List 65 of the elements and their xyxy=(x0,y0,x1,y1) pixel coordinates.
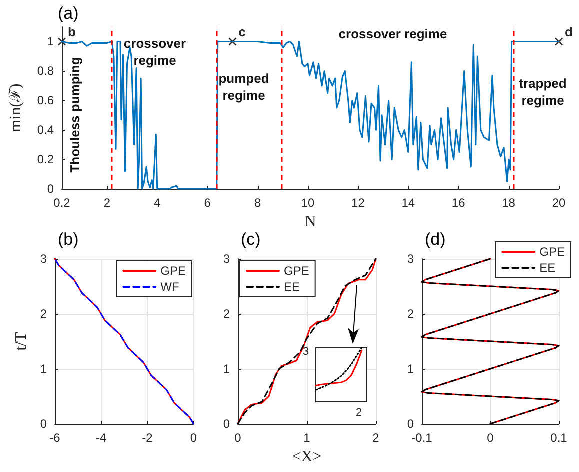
legend-label: EE xyxy=(284,280,300,294)
y-tick-label: 0 xyxy=(407,417,414,431)
legend-label: EE xyxy=(540,261,556,275)
y-tick-label: 0 xyxy=(223,417,230,431)
y-tick-label: 1 xyxy=(47,34,54,49)
y-tick-label: 0 xyxy=(40,417,48,431)
y-tick-label: 2 xyxy=(223,307,230,321)
y-tick-label: 1 xyxy=(40,362,48,376)
annotation: 2 xyxy=(356,407,362,419)
annotation: b xyxy=(68,24,76,40)
x-tick-label: -4 xyxy=(96,431,107,445)
chart-title: (b) xyxy=(58,230,79,249)
legend-label: GPE xyxy=(160,264,186,278)
y-tick-label: 2 xyxy=(407,307,414,321)
x-tick-label: -6 xyxy=(50,431,61,445)
line-series xyxy=(237,258,377,425)
y-tick-label: 0.8 xyxy=(37,64,54,78)
chart-title: (c) xyxy=(241,230,261,249)
chart-title: (d) xyxy=(425,230,446,249)
legend-label: WF xyxy=(160,280,180,294)
annotation: d xyxy=(565,24,573,40)
x-axis-title: <X> xyxy=(292,448,322,466)
x-tick-label: 0 xyxy=(487,431,494,445)
y-tick-label: 0.4 xyxy=(37,123,54,138)
y-tick-label: 3 xyxy=(223,252,230,266)
y-tick-label: 3 xyxy=(407,252,414,266)
x-tick-label: 2 xyxy=(372,431,380,445)
x-tick-label: 14 xyxy=(402,196,416,210)
annotation: 3 xyxy=(302,346,310,358)
x-tick-label: -0.1 xyxy=(412,431,433,445)
chart-title: (a) xyxy=(58,4,79,23)
y-tick-label: 2 xyxy=(40,307,48,321)
line-series xyxy=(421,258,560,425)
line-series xyxy=(54,258,194,425)
y-tick-label: 1 xyxy=(223,362,230,376)
annotation: c xyxy=(238,24,246,40)
y-tick-label: 1 xyxy=(407,362,414,376)
x-tick-label: 10 xyxy=(301,196,315,210)
y-tick-label: 0.2 xyxy=(37,152,54,167)
y-axis-title: t/T xyxy=(12,332,30,351)
x-tick-label: 0 xyxy=(234,431,242,445)
x-tick-label: 2 xyxy=(104,196,111,210)
x-tick-label: 6 xyxy=(204,196,212,210)
annotation: crossover regime xyxy=(124,36,186,68)
x-tick-label: 4 xyxy=(154,196,162,210)
y-tick-label: 3 xyxy=(40,252,48,266)
x-tick-label: 8 xyxy=(254,196,262,210)
x-tick-label: 16 xyxy=(452,196,466,210)
x-tick-label: 18 xyxy=(502,196,516,210)
x-tick-label: 12 xyxy=(352,196,366,210)
y-tick-label: 0.6 xyxy=(37,94,54,108)
x-tick-label: 1 xyxy=(304,431,311,445)
x-tick-label: 20 xyxy=(552,196,566,210)
annotation: pumped regime xyxy=(218,71,270,103)
legend-label: GPE xyxy=(540,245,565,259)
legend-label: GPE xyxy=(284,264,310,278)
x-tick-label: 0.1 xyxy=(550,431,568,445)
annotation: crossover regime xyxy=(338,26,448,42)
annotation: Thouless pumping xyxy=(68,57,82,173)
x-tick-label: -2 xyxy=(142,431,154,445)
x-axis-title: N xyxy=(304,214,317,230)
y-tick-label: 0 xyxy=(47,182,54,196)
x-tick-label: 0 xyxy=(190,431,198,445)
annotation: trapped regime xyxy=(519,76,567,108)
y-axis-title: min(ℱ) xyxy=(8,84,24,132)
